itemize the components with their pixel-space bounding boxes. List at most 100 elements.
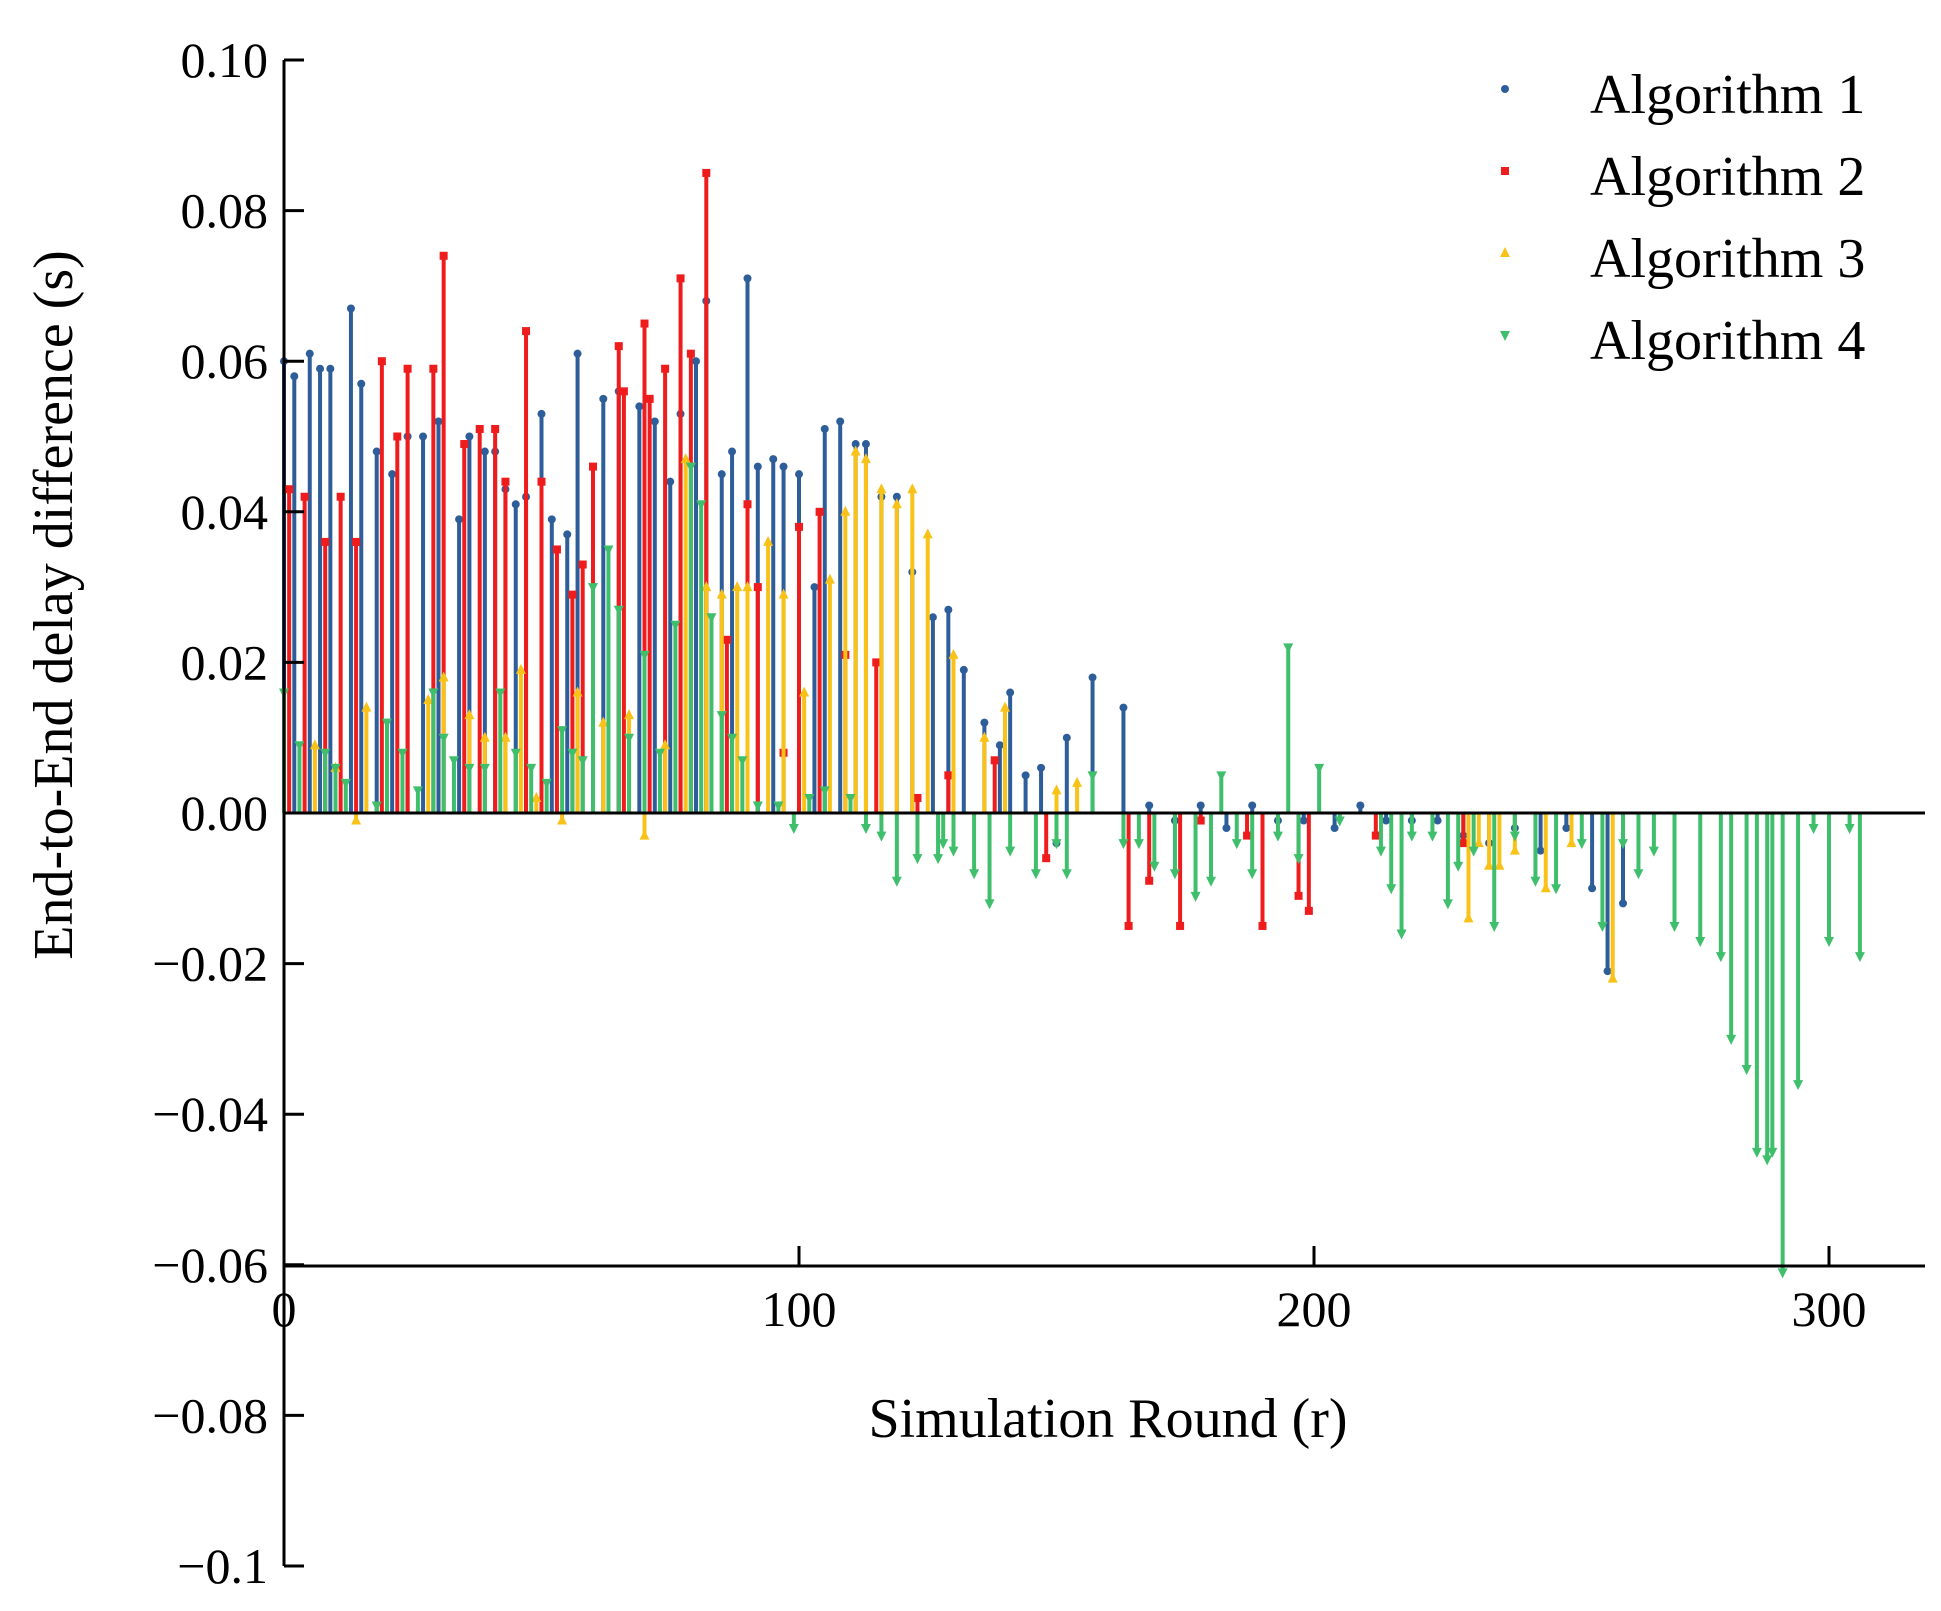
stem-marker (438, 733, 449, 744)
stem-marker (716, 711, 727, 722)
stem-marker (361, 701, 372, 712)
stem-marker (1304, 906, 1313, 915)
stem-marker (1603, 967, 1612, 976)
stem-marker (799, 686, 810, 697)
stem-marker (1299, 816, 1308, 825)
stem-marker (742, 581, 753, 592)
stem-marker (1356, 801, 1365, 810)
stem-marker (1062, 733, 1071, 742)
stem-marker (804, 793, 815, 804)
stem-marker (1530, 876, 1541, 887)
stem-marker (1726, 1034, 1737, 1045)
stem-marker (661, 364, 670, 373)
stem-marker (769, 455, 778, 464)
stem-marker (1824, 937, 1834, 948)
stem-marker (995, 741, 1004, 750)
stem-marker (1021, 771, 1030, 780)
stem-marker (737, 756, 748, 767)
stem-marker (1777, 1268, 1788, 1279)
stem-marker (860, 453, 871, 464)
stem-marker (464, 709, 475, 720)
stem-marker (815, 507, 824, 516)
stem-marker (1588, 884, 1597, 893)
stem-marker (1468, 846, 1479, 857)
stem-marker (850, 445, 861, 456)
stem-marker (479, 731, 490, 742)
stem-marker (1386, 884, 1397, 895)
stem-marker (969, 869, 980, 880)
stem-marker (1536, 846, 1545, 855)
stem-marker (1562, 824, 1571, 833)
stem-marker (1371, 831, 1380, 840)
stem-marker (1293, 854, 1304, 865)
stem-marker (599, 394, 608, 403)
stem-marker (613, 605, 624, 616)
stem-marker (522, 327, 531, 336)
stem-marker (892, 492, 901, 501)
stem-marker (1258, 921, 1267, 930)
stem-marker (639, 650, 650, 661)
stem-marker (640, 319, 649, 328)
stem-marker (547, 515, 556, 524)
stem-marker (1145, 876, 1154, 885)
stem-marker (984, 899, 995, 910)
stem-marker (1715, 952, 1726, 963)
stem-marker (763, 535, 774, 546)
stem-marker (795, 470, 803, 479)
stem-marker (1196, 816, 1205, 825)
stem-marker (944, 605, 953, 614)
stem-marker (1489, 921, 1500, 932)
stem-marker (423, 694, 434, 705)
stem-marker (979, 731, 990, 742)
y-axis-title: End-to-End delay difference (s) (23, 250, 85, 960)
stem-marker (552, 545, 561, 554)
stem-marker (1243, 831, 1252, 840)
stem-marker (1808, 824, 1819, 835)
stem-marker (1494, 859, 1505, 870)
stem-marker (845, 793, 856, 804)
stem-marker (912, 854, 923, 865)
legend: Algorithm 1 Algorithm 2 Algorithm 3 Algorit… (1500, 64, 1865, 372)
stem-marker (717, 470, 726, 479)
stem-marker (645, 394, 654, 403)
stem-marker (340, 778, 351, 789)
stem-marker (1145, 801, 1154, 810)
stem-marker (891, 498, 902, 509)
series-3 (309, 445, 1618, 983)
stem-marker (891, 876, 902, 887)
stem-marker (1453, 861, 1464, 872)
y-tick-label: −0.02 (152, 936, 268, 992)
stem-marker (603, 545, 614, 556)
stem-marker (753, 462, 762, 471)
stem-marker (619, 387, 628, 396)
stem-marker (1222, 824, 1231, 833)
stem-marker (557, 814, 568, 825)
stem-marker (294, 741, 305, 752)
stem-marker (1597, 921, 1608, 932)
stem-marker (959, 665, 968, 674)
stem-marker (670, 620, 681, 631)
stem-marker (475, 424, 484, 433)
stem-marker (1190, 891, 1201, 902)
stem-marker (779, 462, 788, 471)
y-tick-label: −0.1 (177, 1538, 268, 1594)
stem-marker (753, 583, 762, 592)
stem-marker (326, 364, 335, 373)
stem-marker (465, 432, 474, 441)
stem-marker (531, 791, 542, 802)
stem-marker (692, 357, 700, 366)
stem-marker (588, 583, 598, 594)
stem-marker (491, 424, 500, 433)
stem-marker (948, 648, 959, 659)
stem-marker (439, 251, 448, 260)
stem-marker (1149, 861, 1160, 872)
stem-marker (1272, 831, 1283, 842)
stem-marker (614, 342, 623, 351)
stem-marker (635, 402, 644, 411)
stem-marker (676, 274, 685, 283)
stem-marker (820, 424, 829, 433)
stem-marker (290, 372, 299, 381)
stem-marker (1566, 837, 1577, 848)
stem-marker (371, 801, 382, 812)
stem-marker (1396, 929, 1407, 940)
